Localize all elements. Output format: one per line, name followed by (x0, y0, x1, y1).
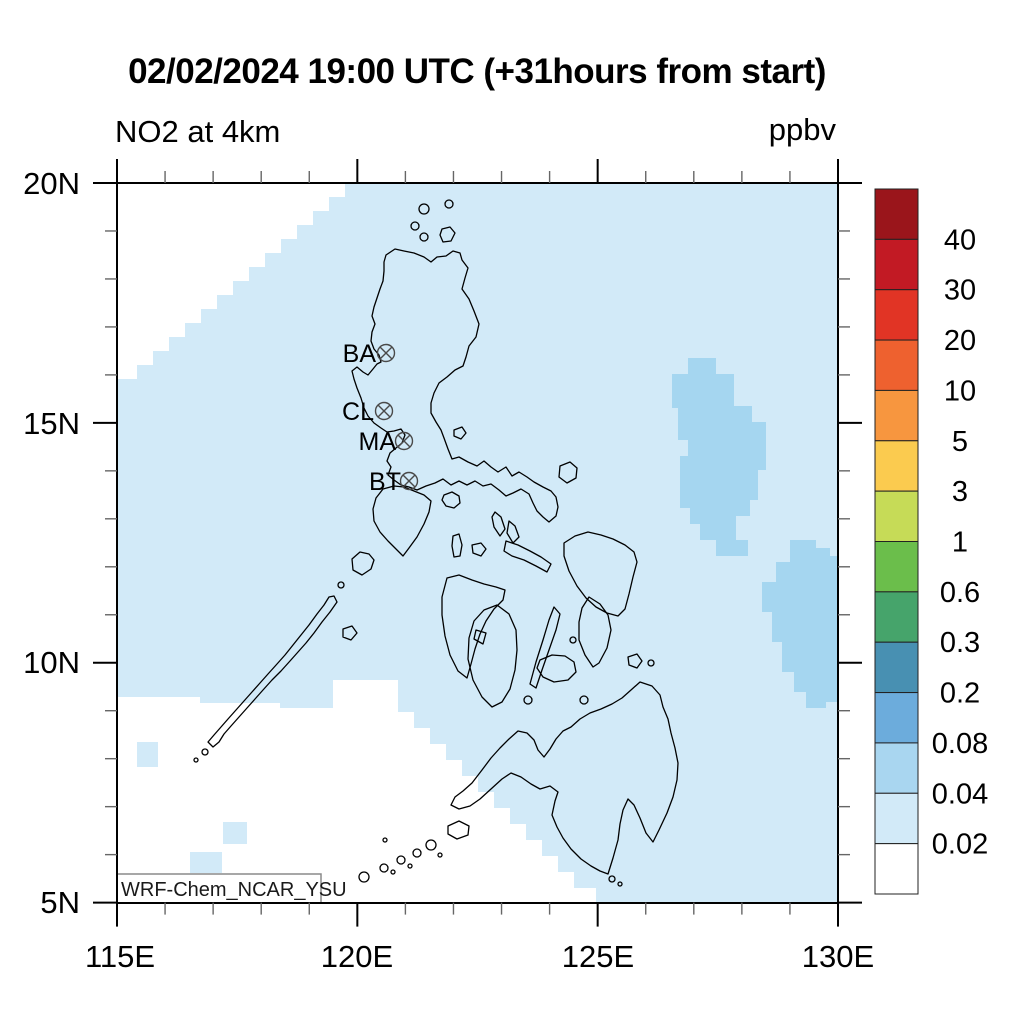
station-label-BA: BA (343, 340, 377, 368)
station-marker-CL (374, 401, 394, 421)
colorbar-box (874, 389, 919, 442)
y-tick-label: 15N (23, 406, 80, 441)
field-cell (223, 822, 247, 844)
field-below-0p02-sw (117, 680, 596, 903)
colorbar-tick-label: 5 (952, 426, 968, 458)
colorbar-tick-label: 40 (944, 224, 976, 256)
x-tick-label: 125E (562, 939, 634, 974)
station-marker-BA (376, 343, 396, 363)
x-tick-label: 120E (321, 939, 393, 974)
colorbar-tick-label: 0.08 (932, 728, 988, 760)
colorbar-box (874, 289, 919, 341)
station-label-MA: MA (359, 428, 397, 456)
y-axis-labels: 20N 15N 10N 5N (23, 166, 80, 920)
station-label-CL: CL (342, 398, 374, 426)
colorbar-tick-label: 20 (944, 325, 976, 357)
colorbar-box (874, 742, 919, 794)
colorbar-box (874, 641, 919, 694)
map-field: BA CL MA BT WRF-Chem_NCAR_YSU (117, 183, 838, 903)
colorbar-box (874, 692, 919, 744)
colorbar-tick-label: 0.6 (940, 577, 980, 609)
units-label: ppbv (769, 112, 837, 147)
colorbar-box (874, 490, 919, 542)
colorbar-tick-label: 0.02 (932, 829, 988, 861)
y-tick-label: 20N (23, 166, 80, 201)
field-bin-0p04-0p08-se-patch (762, 540, 838, 708)
colorbar-tick-label: 0.04 (932, 778, 988, 810)
model-watermark-text: WRF-Chem_NCAR_YSU (121, 879, 347, 901)
colorbar-box (874, 792, 919, 845)
colorbar-box (874, 188, 919, 240)
coastline-philippines (193, 199, 679, 887)
model-watermark: WRF-Chem_NCAR_YSU (117, 873, 347, 903)
colorbar-tick-label: 0.3 (940, 627, 980, 659)
station-marker-BT (399, 471, 419, 491)
colorbar-box (874, 843, 919, 895)
colorbar-box (874, 339, 919, 391)
x-tick-label: 115E (85, 939, 155, 974)
colorbar-box (874, 238, 919, 291)
colorbar: 40 30 20 10 5 3 1 0.6 0.3 0.2 0.08 0.04 0.02 (874, 188, 988, 895)
x-tick-label: 130E (802, 939, 874, 974)
station-label-BT: BT (369, 468, 401, 496)
colorbar-box (874, 591, 919, 643)
colorbar-tick-label: 30 (944, 275, 976, 307)
x-axis-labels: 115E 120E 125E 130E (85, 939, 874, 974)
axis-ticks (93, 159, 862, 927)
colorbar-tick-label: 3 (952, 476, 968, 508)
field-bin-0p04-0p08-east-patch (672, 358, 766, 556)
plot-title: 02/02/2024 19:00 UTC (+31hours from star… (128, 52, 826, 91)
field-cell (137, 742, 158, 767)
station-labels: BA CL MA BT (342, 340, 401, 496)
field-below-0p02-nw (117, 183, 345, 379)
colorbar-tick-label: 10 (944, 375, 976, 407)
field-cell (190, 852, 222, 873)
station-marker-MA (394, 431, 414, 451)
map-frame (116, 182, 839, 904)
y-tick-label: 10N (23, 645, 80, 680)
colorbar-box (874, 541, 919, 593)
y-tick-label: 5N (40, 885, 80, 920)
colorbar-tick-label: 0.2 (940, 678, 980, 710)
station-markers (374, 343, 419, 491)
colorbar-tick-label: 1 (952, 527, 968, 559)
colorbar-box (874, 440, 919, 492)
field-label: NO2 at 4km (115, 114, 280, 149)
